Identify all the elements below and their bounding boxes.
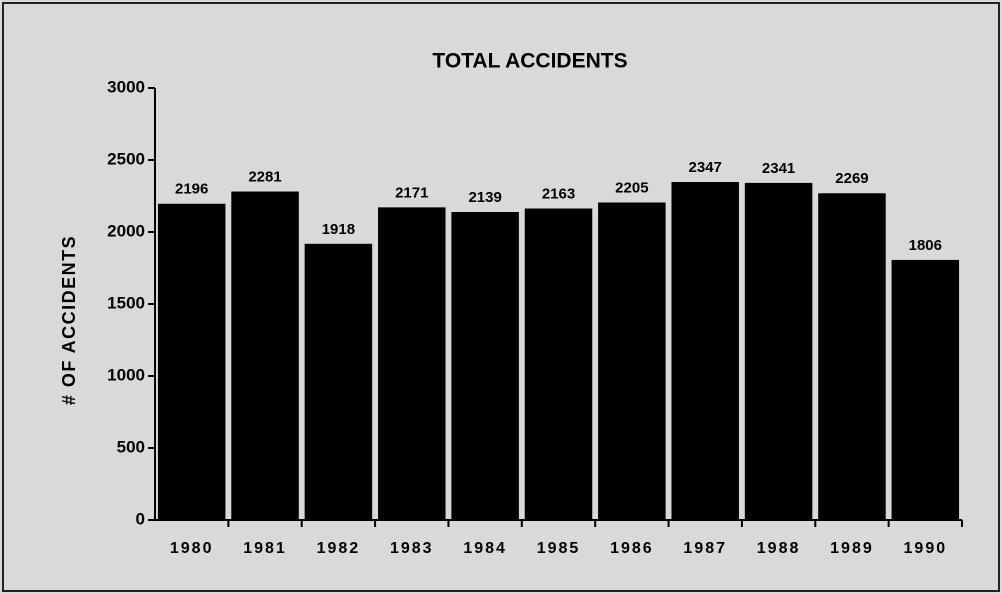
y-tick-label: 1000 xyxy=(107,365,145,384)
bar xyxy=(378,207,446,520)
data-label: 2139 xyxy=(468,189,501,206)
bar xyxy=(524,208,593,520)
bar xyxy=(891,259,960,520)
data-label: 2205 xyxy=(615,179,648,196)
x-tick-label: 1987 xyxy=(683,540,727,557)
data-label: 1806 xyxy=(909,237,942,254)
x-tick-label: 1988 xyxy=(757,540,801,557)
x-tick-label: 1983 xyxy=(390,540,434,557)
y-tick-label: 500 xyxy=(117,437,145,456)
data-label: 2269 xyxy=(835,170,868,187)
data-label: 2341 xyxy=(762,160,795,177)
x-tick-label: 1986 xyxy=(610,540,654,557)
data-label: 2196 xyxy=(175,181,208,198)
y-tick-label: 1500 xyxy=(107,293,145,312)
x-tick-label: 1984 xyxy=(463,540,507,557)
x-tick-label: 1980 xyxy=(170,540,214,557)
data-label: 2281 xyxy=(248,169,281,186)
data-label: 1918 xyxy=(322,221,355,238)
bar xyxy=(598,202,666,521)
bar xyxy=(157,203,226,520)
y-axis-label: # OF ACCIDENTS xyxy=(59,235,79,405)
y-tick-label: 2500 xyxy=(107,149,145,168)
bar xyxy=(818,193,886,520)
x-tick-label: 1982 xyxy=(317,540,361,557)
bar xyxy=(231,191,299,520)
data-label: 2347 xyxy=(689,159,722,176)
chart-title: TOTAL ACCIDENTS xyxy=(432,50,627,73)
bar xyxy=(304,243,373,521)
x-tick-label: 1989 xyxy=(830,540,874,557)
x-tick-label: 1981 xyxy=(243,540,287,557)
data-label: 2163 xyxy=(542,185,575,202)
bar xyxy=(671,182,739,521)
y-tick-label: 2000 xyxy=(107,221,145,240)
x-tick-label: 1990 xyxy=(904,540,948,557)
y-tick-label: 0 xyxy=(136,509,145,528)
data-label: 2171 xyxy=(395,184,428,201)
bar xyxy=(451,211,519,520)
bar xyxy=(744,182,813,520)
x-tick-label: 1985 xyxy=(537,540,581,557)
y-tick-label: 3000 xyxy=(107,77,145,96)
